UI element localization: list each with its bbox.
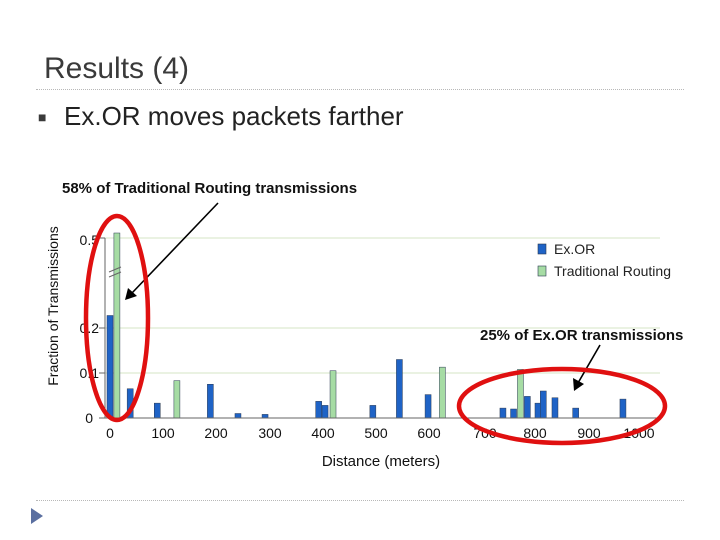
legend-swatch-traditional	[537, 265, 547, 277]
x-tick-label: 900	[577, 425, 601, 441]
x-tick-label: 600	[417, 425, 441, 441]
bar-exor	[207, 384, 214, 419]
legend-label-traditional: Traditional Routing	[554, 263, 671, 279]
highlight-ellipse	[456, 366, 668, 446]
bar-exor	[315, 401, 322, 419]
x-axis-label: Distance (meters)	[322, 453, 440, 470]
x-tick-label: 100	[151, 425, 175, 441]
title-divider	[36, 89, 684, 90]
bar-traditional	[439, 366, 446, 419]
bar-exor	[234, 413, 242, 419]
bar-exor	[572, 407, 579, 419]
x-tick-label: 400	[311, 425, 335, 441]
legend-swatch-exor	[537, 243, 547, 255]
bar-exor	[396, 359, 403, 419]
highlight-ellipse	[83, 213, 151, 423]
footer-divider	[36, 500, 684, 501]
x-tick-label: 300	[258, 425, 282, 441]
bullet-text: Ex.OR moves packets farther	[64, 101, 404, 131]
bar-traditional	[113, 232, 121, 419]
bar-exor	[154, 402, 161, 419]
x-tick-label: 800	[523, 425, 547, 441]
gridlines	[105, 237, 660, 374]
legend-label-exor: Ex.OR	[554, 241, 595, 257]
axis-break-mark	[108, 266, 122, 273]
y-tick-label: 0.2	[80, 320, 100, 336]
bar-exor	[540, 390, 547, 419]
bullet-icon: ■	[38, 109, 47, 125]
x-tick-label: 0	[106, 425, 114, 441]
annotation-arrow	[573, 344, 601, 391]
annotation-exor: 25% of Ex.OR transmissions	[480, 327, 683, 344]
slide-nav-icon	[31, 508, 43, 524]
bar-traditional	[329, 370, 337, 419]
bar-exor	[106, 315, 114, 419]
bar-exor	[499, 407, 507, 419]
bar-exor	[321, 405, 329, 419]
slide-title: Results (4)	[44, 52, 190, 85]
x-tick-label: 200	[204, 425, 228, 441]
bar-exor	[369, 405, 377, 419]
bars	[106, 232, 627, 419]
bar-exor	[551, 397, 559, 419]
bar-exor	[261, 414, 269, 419]
axis-break-mark	[108, 271, 122, 278]
annotation-traditional: 58% of Traditional Routing transmissions	[62, 180, 357, 197]
bar-exor	[524, 396, 531, 419]
bar-exor	[424, 394, 432, 419]
y-axis-label: Fraction of Transmissions	[45, 226, 61, 386]
x-tick-label: 500	[364, 425, 388, 441]
bar-exor	[619, 398, 627, 419]
bar-traditional	[517, 369, 524, 419]
y-tick-label: 0	[85, 410, 93, 426]
bar-exor	[510, 408, 517, 419]
axes	[99, 237, 660, 419]
bar-traditional	[173, 380, 181, 419]
